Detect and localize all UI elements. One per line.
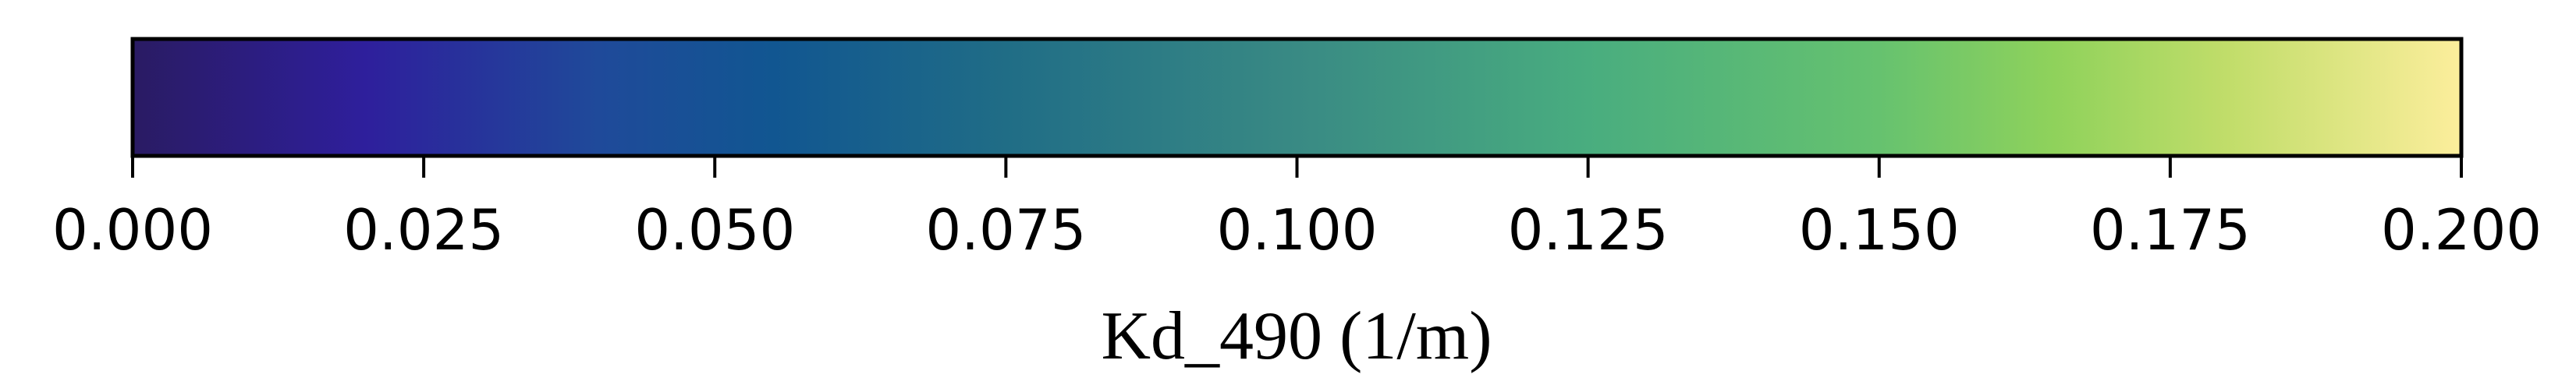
x-tick-label: 0.100	[1216, 197, 1377, 263]
colorbar-ticks	[131, 156, 2463, 178]
x-tick-label: 0.050	[634, 197, 795, 263]
x-tick-label: 0.000	[52, 197, 213, 263]
x-tick-label: 0.025	[343, 197, 504, 263]
x-tick-label: 0.200	[2381, 197, 2542, 263]
x-tick-label: 0.150	[1799, 197, 1960, 263]
colorbar-tick-labels: 0.000 0.025 0.050 0.075 0.100 0.125 0.150 0.175…	[52, 197, 2542, 263]
x-axis-label: Kd_490 (1/m)	[1101, 298, 1492, 374]
colorbar-fill	[133, 39, 2461, 156]
x-tick-label: 0.125	[1508, 197, 1669, 263]
x-tick-label: 0.175	[2090, 197, 2251, 263]
x-tick-label: 0.075	[925, 197, 1086, 263]
